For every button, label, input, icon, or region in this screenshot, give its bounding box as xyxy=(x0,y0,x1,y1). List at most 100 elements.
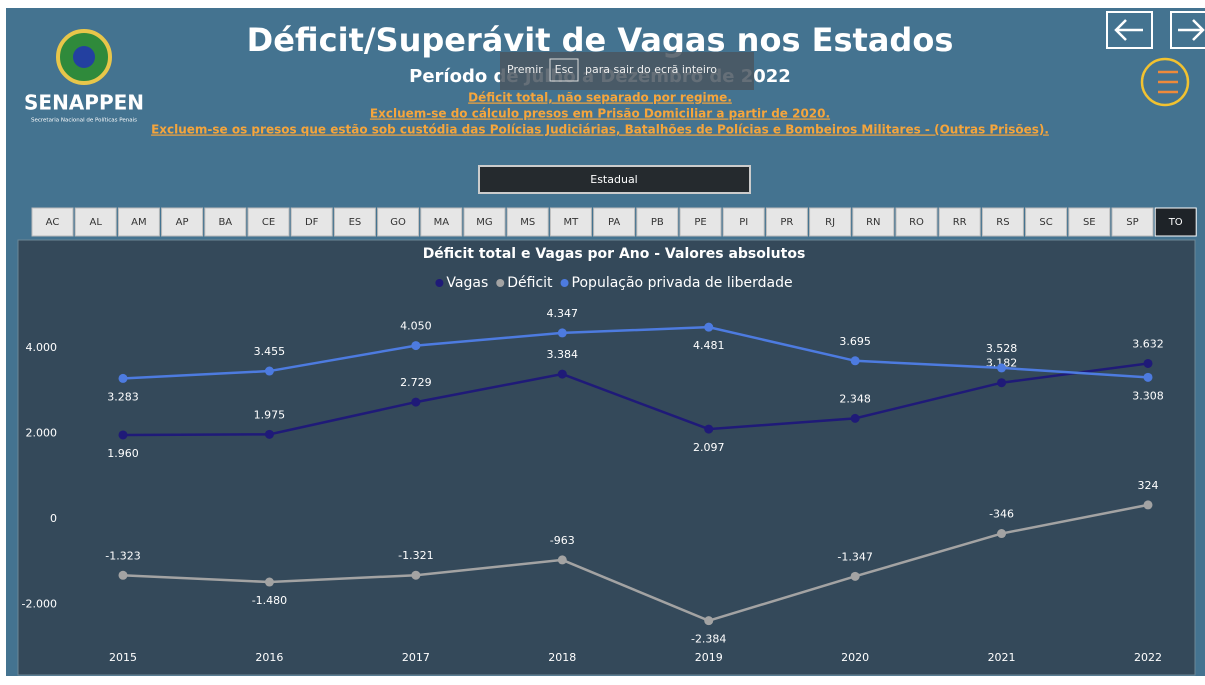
data-point xyxy=(997,363,1007,373)
state-button[interactable] xyxy=(74,207,117,237)
state-button[interactable] xyxy=(636,207,679,237)
state-button[interactable] xyxy=(549,207,592,237)
state-button[interactable] xyxy=(593,207,636,237)
state-button[interactable] xyxy=(852,207,895,237)
data-point xyxy=(850,413,860,423)
logo xyxy=(56,29,112,85)
nav-back[interactable] xyxy=(1106,11,1153,49)
data-label: -2.384 xyxy=(691,633,726,646)
state-label: ES xyxy=(349,217,362,228)
legend-label: Déficit xyxy=(507,275,553,291)
state-button[interactable] xyxy=(679,207,722,237)
y-tick-label: -2.000 xyxy=(22,597,57,610)
legend-marker xyxy=(560,279,569,287)
nav-forward[interactable] xyxy=(1170,11,1205,49)
state-label: CE xyxy=(262,217,275,228)
dropdown[interactable] xyxy=(478,165,751,194)
state-label: TO xyxy=(1168,217,1183,228)
state-button[interactable] xyxy=(463,207,506,237)
esc-hint-box xyxy=(500,52,754,90)
series-line xyxy=(122,503,1149,622)
state-button[interactable] xyxy=(506,207,549,237)
state-button[interactable] xyxy=(1154,207,1197,237)
menu-icon[interactable] xyxy=(1140,57,1190,107)
state-button[interactable] xyxy=(1068,207,1111,237)
data-point xyxy=(997,378,1007,388)
state-label: RN xyxy=(866,217,880,228)
state-button[interactable] xyxy=(1025,207,1068,237)
plot: -2.000 0 2.000 4.000 2015 2016 2017 2018 2019 202… xyxy=(22,307,1164,664)
nav-back-arrow xyxy=(1114,19,1143,41)
y-tick-label: 4.000 xyxy=(26,341,58,354)
state-button[interactable] xyxy=(895,207,938,237)
data-label: 2.729 xyxy=(400,376,432,389)
legend-label: Vagas xyxy=(446,275,488,291)
data-point xyxy=(264,429,274,439)
esc-hint: Premir xyxy=(507,63,543,76)
x-tick-label: 2020 xyxy=(841,651,869,664)
data-label: 3.384 xyxy=(547,348,579,361)
state-label: BA xyxy=(218,217,232,228)
data-label: 3.283 xyxy=(107,390,139,403)
note: Excluem-se os presos que estão sob custó… xyxy=(151,123,1049,137)
data-point xyxy=(118,430,128,440)
state-button[interactable] xyxy=(377,207,420,237)
state-button[interactable] xyxy=(1111,207,1154,237)
data-label: -1.347 xyxy=(837,550,872,563)
data-label: -1.321 xyxy=(398,549,433,562)
state-label: PI xyxy=(739,217,748,228)
state-label: RS xyxy=(996,217,1009,228)
state-button[interactable] xyxy=(31,207,74,237)
nav-back-box[interactable] xyxy=(1106,11,1153,49)
esc-key xyxy=(549,58,579,82)
state-label: SP xyxy=(1126,217,1138,228)
legend-marker xyxy=(496,279,505,287)
x-tick-label: 2017 xyxy=(402,651,430,664)
data-point xyxy=(850,571,860,581)
state-button[interactable] xyxy=(247,207,290,237)
state-buttons: AC AL AM AP BA CE DF ES GO MA MG MS MT PA PB PE PI PR RJ RN… xyxy=(31,207,1197,237)
state-button[interactable] xyxy=(333,207,376,237)
menu-circle[interactable] xyxy=(1140,57,1190,107)
data-label: 4.481 xyxy=(693,339,725,352)
state-button[interactable] xyxy=(981,207,1024,237)
data-point xyxy=(557,555,567,565)
data-label: -1.480 xyxy=(252,594,287,607)
data-point xyxy=(1143,358,1153,368)
dropdown-label: Estadual xyxy=(590,173,638,186)
nav-forward-box[interactable] xyxy=(1170,11,1205,49)
data-label: 1.960 xyxy=(107,447,139,460)
coat-of-arms-center xyxy=(73,46,95,68)
data-label: 3.528 xyxy=(986,342,1018,355)
data-point xyxy=(411,341,421,351)
state-button[interactable] xyxy=(117,207,160,237)
x-tick-label: 2019 xyxy=(695,651,723,664)
data-point xyxy=(411,397,421,407)
state-button[interactable] xyxy=(809,207,852,237)
state-button[interactable] xyxy=(938,207,981,237)
state-label: AM xyxy=(131,217,146,228)
y-tick-label: 2.000 xyxy=(26,426,58,439)
state-button[interactable] xyxy=(204,207,247,237)
state-button[interactable] xyxy=(722,207,765,237)
state-button[interactable] xyxy=(161,207,204,237)
data-label: 4.347 xyxy=(547,307,579,320)
note: Excluem-se do cálculo presos em Prisão D… xyxy=(370,107,830,121)
state-label: SE xyxy=(1083,217,1096,228)
data-point xyxy=(1143,500,1153,510)
state-label: AL xyxy=(89,217,102,228)
legend: Vagas Déficit População privada de liberda… xyxy=(435,275,793,291)
state-label: RJ xyxy=(825,217,835,228)
data-label: 1.975 xyxy=(254,408,286,421)
state-button[interactable] xyxy=(420,207,463,237)
data-point xyxy=(411,570,421,580)
state-label: AP xyxy=(176,217,189,228)
data-label: 2.097 xyxy=(693,441,725,454)
state-button[interactable] xyxy=(290,207,333,237)
state-button[interactable] xyxy=(765,207,808,237)
menu-lines xyxy=(1158,70,1178,94)
nav-forward-arrow xyxy=(1178,19,1205,41)
data-point xyxy=(264,577,274,587)
